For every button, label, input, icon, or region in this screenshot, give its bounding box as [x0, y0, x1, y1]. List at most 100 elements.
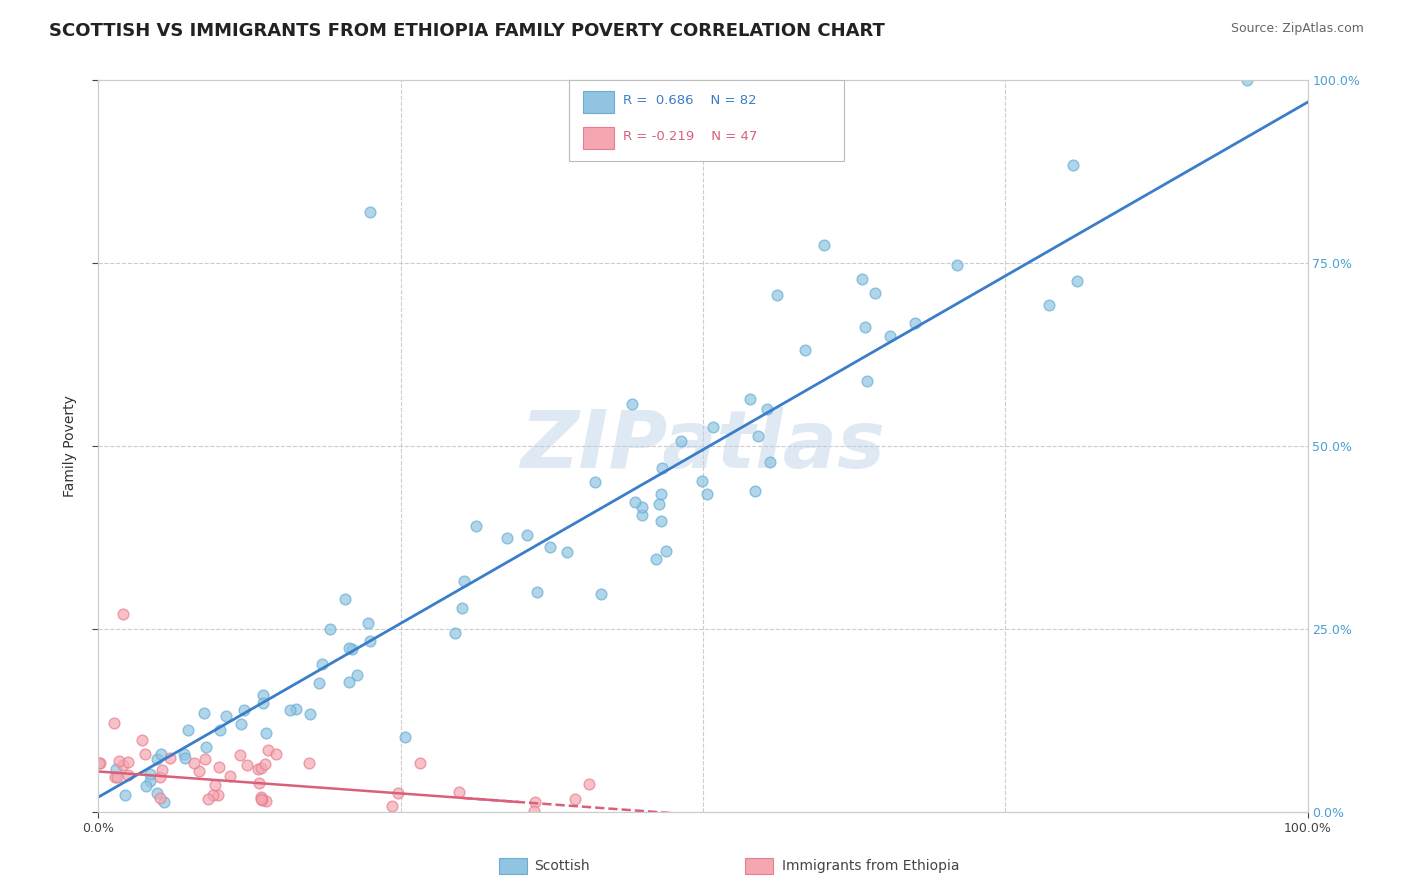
Point [257, 742, 280, 756]
Point [173, 750, 195, 764]
Point [738, 392, 761, 406]
Point [381, 799, 404, 814]
Point [250, 792, 273, 806]
Point [105, 770, 128, 784]
Point [250, 790, 273, 805]
Point [340, 642, 363, 657]
Point [108, 754, 131, 768]
Point [183, 756, 205, 771]
Point [360, 205, 382, 219]
Point [112, 757, 135, 772]
Point [250, 761, 273, 775]
Point [648, 497, 671, 511]
Point [134, 747, 156, 761]
Point [946, 258, 969, 272]
Point [252, 696, 274, 710]
Point [856, 374, 879, 388]
Point [526, 585, 548, 599]
Point [254, 795, 277, 809]
Point [153, 795, 176, 809]
Point [333, 592, 356, 607]
Text: Immigrants from Ethiopia: Immigrants from Ethiopia [782, 859, 959, 873]
Point [139, 773, 162, 788]
Point [150, 747, 173, 761]
Point [394, 730, 416, 744]
Point [879, 329, 901, 343]
Point [578, 777, 600, 791]
Point [538, 540, 561, 554]
Point [146, 752, 169, 766]
Point [173, 747, 195, 762]
Point [114, 788, 136, 802]
Point [1066, 274, 1088, 288]
Point [253, 757, 276, 772]
Point [197, 792, 219, 806]
Point [650, 514, 672, 528]
Y-axis label: Family Poverty: Family Poverty [63, 395, 77, 497]
Point [650, 487, 672, 501]
Point [285, 701, 308, 715]
Text: R = -0.219    N = 47: R = -0.219 N = 47 [623, 130, 758, 143]
Point [702, 419, 724, 434]
Point [359, 634, 381, 648]
Point [204, 778, 226, 792]
Point [89, 756, 111, 770]
Point [645, 552, 668, 566]
Point [766, 288, 789, 302]
Point [387, 786, 409, 800]
Point [756, 402, 779, 417]
Point [135, 779, 157, 793]
Point [207, 788, 229, 802]
Point [194, 752, 217, 766]
Point [247, 776, 270, 790]
Point [89, 756, 111, 770]
Point [103, 715, 125, 730]
Point [669, 434, 692, 449]
Point [117, 755, 139, 769]
Point [450, 600, 472, 615]
Point [346, 668, 368, 682]
Point [208, 760, 231, 774]
Point [150, 763, 173, 777]
Point [690, 474, 713, 488]
Text: ZIPatlas: ZIPatlas [520, 407, 886, 485]
Point [232, 703, 254, 717]
Point [111, 607, 134, 622]
Point [264, 747, 287, 761]
Point [744, 484, 766, 499]
Point [250, 792, 273, 806]
Point [444, 626, 467, 640]
Point [524, 795, 547, 809]
Point [278, 703, 301, 717]
Point [449, 785, 471, 799]
Point [215, 709, 238, 723]
Point [145, 786, 167, 800]
Point [621, 397, 644, 411]
Point [337, 675, 360, 690]
Point [298, 756, 321, 771]
Point [465, 519, 488, 533]
Point [229, 748, 252, 763]
Point [159, 750, 181, 764]
Point [194, 740, 217, 755]
Text: SCOTTISH VS IMMIGRANTS FROM ETHIOPIA FAMILY POVERTY CORRELATION CHART: SCOTTISH VS IMMIGRANTS FROM ETHIOPIA FAM… [49, 22, 886, 40]
Point [696, 487, 718, 501]
Point [193, 706, 215, 721]
Point [357, 615, 380, 630]
Point [202, 788, 225, 802]
Point [591, 587, 613, 601]
Point [904, 316, 927, 330]
Point [339, 640, 361, 655]
Point [104, 770, 127, 784]
Point [149, 790, 172, 805]
Point [564, 792, 586, 806]
Point [453, 574, 475, 589]
Point [1236, 73, 1258, 87]
Point [496, 532, 519, 546]
Point [555, 545, 578, 559]
Point [654, 543, 676, 558]
Point [794, 343, 817, 358]
Point [177, 723, 200, 737]
Point [219, 769, 242, 783]
Point [863, 285, 886, 300]
